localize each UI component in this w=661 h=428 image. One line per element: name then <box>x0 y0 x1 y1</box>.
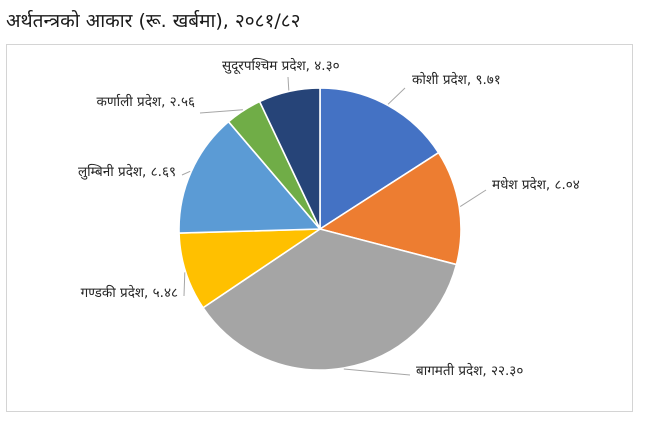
slice-label: गण्डकी प्रदेश, ५.४८ <box>81 284 178 301</box>
pie-slices <box>178 87 462 371</box>
leader-line <box>387 87 406 105</box>
leader-line <box>183 272 186 297</box>
pie-slice <box>178 120 321 234</box>
leader-line <box>181 170 191 176</box>
slice-labels: कोशी प्रदेश, ९.७१ मधेश प्रदेश, ८.०४ बागमती… <box>78 57 580 379</box>
pie-slice <box>178 228 321 309</box>
slice-label: कोशी प्रदेश, ९.७१ <box>412 71 501 88</box>
slice-label: कर्णाली प्रदेश, २.५६ <box>96 93 195 110</box>
leader-line <box>459 189 487 208</box>
slice-label: लुम्बिनी प्रदेश, ८.६९ <box>78 163 176 180</box>
slice-label: सुदूरपश्चिम प्रदेश, ४.३० <box>222 57 340 74</box>
pie-slice <box>319 87 440 230</box>
leader-line <box>343 368 411 376</box>
pie-slice <box>319 151 462 266</box>
leader-lines <box>181 76 487 376</box>
leader-line <box>199 109 243 114</box>
pie-slice <box>202 228 458 371</box>
slice-label: मधेश प्रदेश, ८.०४ <box>492 176 580 193</box>
pie-slice <box>258 87 321 230</box>
page-title: अर्थतन्त्रको आकार (रू. खर्बमा), २०८१/८२ <box>6 10 301 32</box>
leader-line <box>287 76 290 91</box>
slice-label: बागमती प्रदेश, २२.३० <box>416 362 523 379</box>
